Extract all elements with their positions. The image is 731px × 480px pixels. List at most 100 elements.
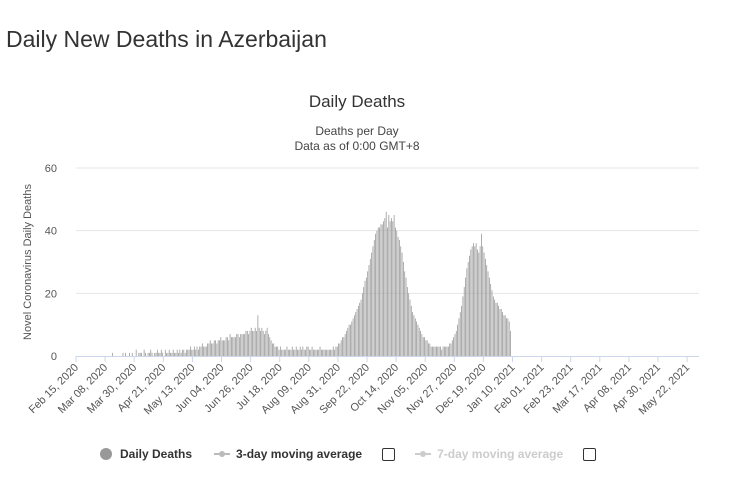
daily-deaths-bar[interactable]: [174, 352, 175, 356]
daily-deaths-bar[interactable]: [285, 349, 287, 356]
daily-deaths-bar[interactable]: [213, 340, 215, 356]
daily-deaths-bar[interactable]: [338, 343, 339, 356]
daily-deaths-bar[interactable]: [421, 334, 423, 356]
legend-checkbox-3-day[interactable]: [382, 447, 396, 461]
daily-deaths-bar[interactable]: [171, 352, 173, 356]
daily-deaths-bar[interactable]: [404, 271, 406, 356]
daily-deaths-bar[interactable]: [504, 315, 506, 356]
daily-deaths-bar[interactable]: [316, 349, 318, 356]
daily-deaths-bar[interactable]: [352, 318, 354, 356]
daily-deaths-bar[interactable]: [223, 340, 224, 356]
daily-deaths-bar[interactable]: [193, 346, 195, 356]
daily-deaths-bar[interactable]: [236, 334, 238, 356]
daily-deaths-bar[interactable]: [375, 233, 376, 356]
daily-deaths-bar[interactable]: [426, 340, 428, 356]
daily-deaths-bar[interactable]: [260, 330, 261, 356]
daily-deaths-bar[interactable]: [358, 305, 359, 356]
daily-deaths-bar[interactable]: [215, 340, 216, 356]
daily-deaths-bar[interactable]: [286, 346, 288, 356]
daily-deaths-bar[interactable]: [268, 334, 269, 356]
daily-deaths-bar[interactable]: [188, 349, 190, 356]
daily-deaths-bar[interactable]: [483, 252, 485, 356]
daily-deaths-bar[interactable]: [387, 227, 388, 356]
daily-deaths-bar[interactable]: [455, 330, 457, 356]
daily-deaths-bar[interactable]: [293, 349, 294, 356]
daily-deaths-bar[interactable]: [482, 246, 484, 356]
daily-deaths-bar[interactable]: [187, 349, 189, 356]
daily-deaths-bar[interactable]: [290, 349, 292, 356]
daily-deaths-bar[interactable]: [283, 349, 285, 356]
daily-deaths-bar[interactable]: [302, 346, 304, 356]
daily-deaths-bar[interactable]: [277, 346, 279, 356]
daily-deaths-bar[interactable]: [507, 318, 509, 356]
daily-deaths-bar[interactable]: [326, 349, 328, 356]
daily-deaths-bar[interactable]: [347, 327, 349, 356]
daily-deaths-bar[interactable]: [496, 302, 498, 356]
daily-deaths-bar[interactable]: [470, 249, 472, 356]
daily-deaths-bar[interactable]: [131, 352, 133, 356]
daily-deaths-bar[interactable]: [279, 346, 281, 356]
daily-deaths-bar[interactable]: [402, 262, 404, 356]
daily-deaths-bar[interactable]: [479, 246, 481, 356]
daily-deaths-bar[interactable]: [356, 309, 358, 356]
daily-deaths-bar[interactable]: [212, 343, 214, 356]
daily-deaths-bar[interactable]: [233, 337, 235, 356]
daily-deaths-bar[interactable]: [122, 352, 124, 356]
daily-deaths-bar[interactable]: [270, 340, 272, 356]
daily-deaths-bar[interactable]: [405, 277, 407, 356]
daily-deaths-bar[interactable]: [340, 340, 342, 356]
daily-deaths-bar[interactable]: [249, 330, 251, 356]
daily-deaths-bar[interactable]: [138, 352, 140, 356]
daily-deaths-bar[interactable]: [330, 349, 332, 356]
daily-deaths-bar[interactable]: [348, 324, 350, 356]
daily-deaths-bar[interactable]: [125, 352, 126, 356]
daily-deaths-bar[interactable]: [184, 352, 186, 356]
daily-deaths-bar[interactable]: [442, 346, 444, 356]
daily-deaths-bar[interactable]: [424, 337, 425, 356]
daily-deaths-bar[interactable]: [377, 227, 379, 356]
daily-deaths-bar[interactable]: [447, 346, 449, 356]
daily-deaths-bar[interactable]: [269, 337, 271, 356]
daily-deaths-bar[interactable]: [162, 352, 164, 356]
daily-deaths-bar[interactable]: [445, 346, 447, 356]
daily-deaths-bar[interactable]: [172, 349, 174, 356]
legend-item-3-day-average[interactable]: 3-day moving average: [214, 447, 362, 461]
daily-deaths-bar[interactable]: [294, 349, 296, 356]
daily-deaths-bar[interactable]: [220, 337, 222, 356]
daily-deaths-bar[interactable]: [179, 349, 181, 356]
daily-deaths-bar[interactable]: [183, 349, 185, 356]
daily-deaths-bar[interactable]: [380, 224, 382, 356]
daily-deaths-bar[interactable]: [150, 349, 152, 356]
daily-deaths-bar[interactable]: [216, 343, 218, 356]
daily-deaths-bar[interactable]: [425, 340, 427, 356]
daily-deaths-bar[interactable]: [391, 218, 392, 356]
daily-deaths-bar[interactable]: [289, 349, 291, 356]
daily-deaths-bar[interactable]: [219, 340, 220, 356]
daily-deaths-bar[interactable]: [453, 337, 455, 356]
daily-deaths-bar[interactable]: [111, 352, 113, 356]
daily-deaths-bar[interactable]: [227, 337, 228, 356]
daily-deaths-bar[interactable]: [369, 258, 371, 356]
daily-deaths-bar[interactable]: [495, 302, 497, 356]
daily-deaths-bar[interactable]: [465, 277, 466, 356]
daily-deaths-bar[interactable]: [395, 227, 396, 356]
daily-deaths-bar[interactable]: [393, 215, 395, 356]
daily-deaths-bar[interactable]: [466, 268, 468, 356]
daily-deaths-bar[interactable]: [211, 343, 212, 356]
daily-deaths-bar[interactable]: [413, 315, 415, 356]
daily-deaths-bar[interactable]: [248, 334, 250, 356]
daily-deaths-bar[interactable]: [327, 349, 329, 356]
daily-deaths-bar[interactable]: [355, 312, 357, 356]
daily-deaths-bar[interactable]: [180, 352, 182, 356]
daily-deaths-bar[interactable]: [467, 262, 469, 356]
daily-deaths-bar[interactable]: [135, 349, 137, 356]
daily-deaths-bar[interactable]: [246, 330, 248, 356]
daily-deaths-bar[interactable]: [232, 337, 234, 356]
daily-deaths-bar[interactable]: [178, 352, 179, 356]
daily-deaths-bar[interactable]: [196, 346, 198, 356]
daily-deaths-bar[interactable]: [502, 312, 503, 356]
daily-deaths-bar[interactable]: [473, 243, 474, 356]
daily-deaths-bar[interactable]: [228, 340, 230, 356]
daily-deaths-bar[interactable]: [409, 299, 411, 356]
legend-item-daily-deaths[interactable]: Daily Deaths: [100, 447, 192, 461]
